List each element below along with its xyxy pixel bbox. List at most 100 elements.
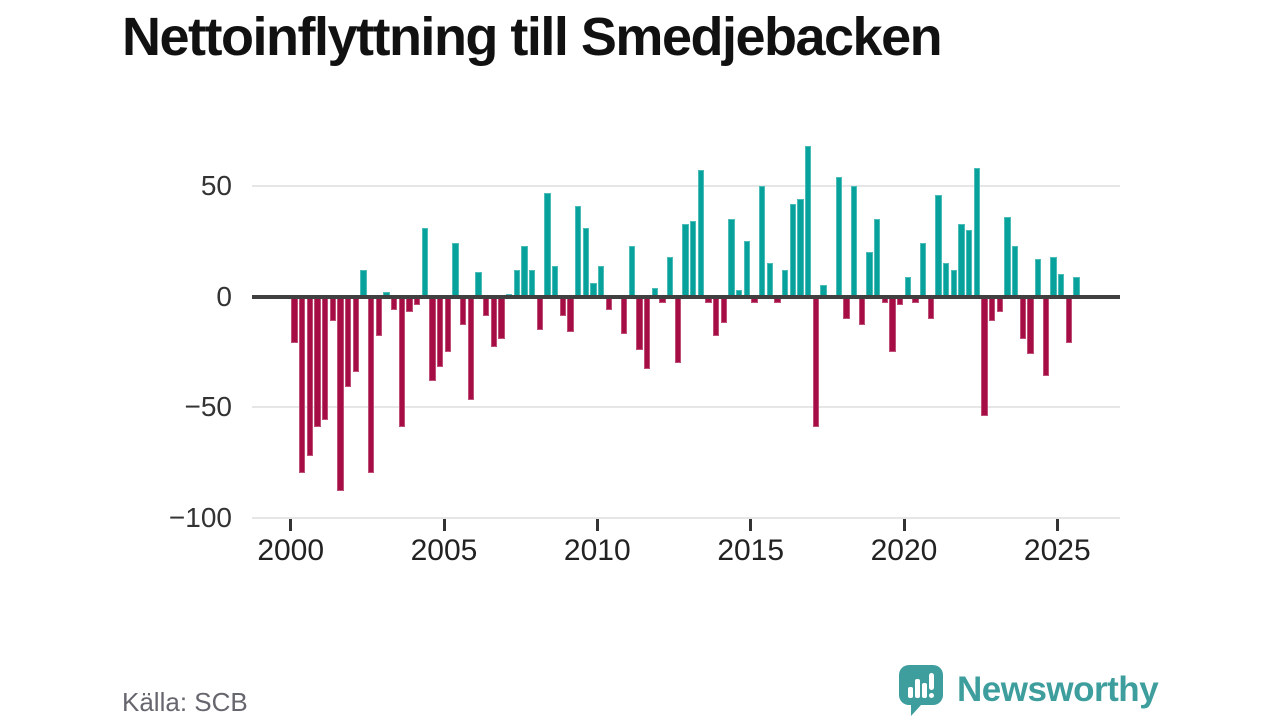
bar: [835, 177, 843, 297]
bar: [498, 296, 505, 339]
bar: [406, 296, 413, 312]
bar: [459, 296, 467, 326]
bar: [551, 265, 559, 297]
bar: [1058, 274, 1065, 297]
bar: [666, 256, 674, 297]
newsworthy-logo-text: Newsworthy: [957, 670, 1159, 709]
bar: [996, 296, 1004, 312]
bar: [720, 296, 728, 324]
x-axis-label: 2000: [257, 534, 325, 567]
source-note: Källa: SCB: [122, 687, 248, 717]
bar: [950, 269, 958, 297]
bar: [674, 296, 682, 363]
bar: [689, 221, 697, 297]
bar: [421, 227, 429, 297]
bar: [375, 296, 383, 337]
bar: [758, 185, 766, 297]
newsworthy-logo: Newsworthy: [898, 664, 1159, 716]
bar: [605, 296, 613, 310]
bar: [383, 292, 390, 297]
newsworthy-bubble-icon: [899, 665, 943, 716]
x-axis-tick: [1055, 519, 1059, 531]
bar: [298, 296, 306, 474]
x-axis-tick: [902, 519, 906, 531]
bar: [843, 296, 850, 319]
bar: [429, 296, 436, 381]
bar: [988, 296, 996, 321]
zero-line: [252, 294, 1120, 299]
bar: [774, 296, 781, 304]
bar: [659, 296, 666, 304]
x-axis-label: 2005: [410, 534, 478, 567]
bar: [973, 168, 981, 297]
bar: [390, 296, 398, 310]
bar: [475, 272, 482, 297]
bar: [590, 283, 597, 297]
bar: [1004, 216, 1011, 297]
bar: [1019, 296, 1027, 339]
bar: [536, 296, 544, 330]
bar: [291, 296, 298, 343]
bar: [1034, 258, 1042, 297]
bar: [643, 296, 651, 370]
x-axis-label: 2010: [563, 534, 631, 567]
bar: [751, 296, 758, 304]
bar: [329, 296, 337, 321]
bar: [873, 219, 881, 297]
bar: [712, 296, 720, 337]
bar: [559, 296, 567, 317]
y-axis-label: −100: [168, 501, 232, 533]
bar: [958, 223, 965, 297]
bar: [582, 227, 590, 297]
y-axis-label: 0: [216, 280, 232, 312]
bar: [912, 296, 919, 304]
bar: [766, 263, 774, 297]
bar: [735, 289, 743, 297]
bar: [697, 170, 705, 297]
bar: [337, 296, 344, 492]
x-axis-tick: [442, 519, 446, 531]
x-axis-label: 2025: [1023, 534, 1091, 567]
chart-title: Nettoinflyttning till Smedjebacken: [122, 7, 943, 67]
bar: [398, 296, 406, 427]
bar: [812, 296, 820, 427]
bar: [866, 252, 873, 297]
bar: [452, 243, 459, 297]
bar: [651, 287, 659, 297]
bar: [743, 241, 751, 297]
gridline: [252, 516, 1120, 519]
bar: [820, 285, 827, 297]
bar: [436, 296, 444, 368]
bar: [935, 194, 942, 297]
bar: [567, 296, 574, 332]
bar: [965, 230, 973, 297]
bar: [352, 296, 360, 372]
gridline: [252, 184, 1120, 187]
bar: [444, 296, 452, 352]
bar: [636, 296, 643, 350]
bar: [789, 203, 797, 297]
bar: [858, 296, 866, 326]
bar: [628, 245, 636, 297]
bar: [705, 296, 712, 304]
bar: [344, 296, 352, 388]
gridline: [252, 406, 1120, 409]
x-axis-tick: [289, 519, 293, 531]
bar: [360, 269, 367, 297]
bar: [1050, 256, 1057, 297]
bar: [1065, 296, 1073, 343]
y-axis-label: 50: [200, 169, 232, 201]
bar: [889, 296, 896, 352]
bar: [804, 146, 812, 297]
bar: [919, 243, 927, 297]
bar: [490, 296, 498, 348]
bar: [413, 296, 421, 306]
bar: [797, 199, 804, 297]
bar: [881, 296, 889, 304]
bar: [1027, 296, 1034, 354]
bar: [904, 276, 912, 297]
bar: [521, 245, 528, 297]
bar: [544, 192, 551, 297]
bar: [1073, 276, 1080, 297]
